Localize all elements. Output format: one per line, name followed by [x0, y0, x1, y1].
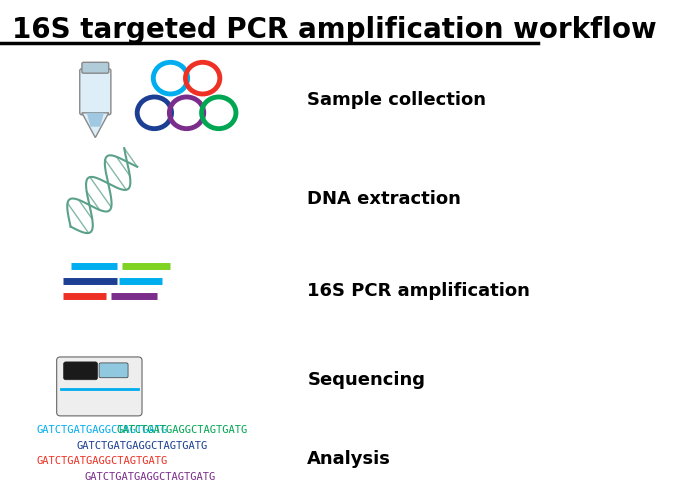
Text: GATCTGATGAGGCTAGTGATG: GATCTGATGAGGCTAGTGATG	[36, 457, 168, 467]
Text: Sample collection: Sample collection	[308, 92, 487, 110]
Text: DNA extraction: DNA extraction	[308, 190, 461, 209]
FancyBboxPatch shape	[64, 362, 98, 380]
Text: 16S targeted PCR amplification workflow: 16S targeted PCR amplification workflow	[12, 16, 657, 44]
Polygon shape	[87, 113, 104, 126]
Text: GATCTGATGAGGCTAGTGATG: GATCTGATGAGGCTAGTGATG	[85, 472, 216, 482]
FancyBboxPatch shape	[57, 357, 142, 416]
FancyBboxPatch shape	[80, 69, 111, 115]
FancyBboxPatch shape	[99, 363, 128, 378]
Text: 16S PCR amplification: 16S PCR amplification	[308, 282, 530, 300]
Text: Analysis: Analysis	[308, 451, 391, 469]
FancyBboxPatch shape	[82, 62, 109, 73]
Text: GATCTGATGAGGCTAGTGATG: GATCTGATGAGGCTAGTGATG	[36, 425, 168, 435]
Text: GATCTGATGAGGCTAGTGATG: GATCTGATGAGGCTAGTGATG	[117, 425, 248, 435]
Text: Sequencing: Sequencing	[308, 371, 425, 389]
Text: GATCTGATGAGGCTAGTGATG: GATCTGATGAGGCTAGTGATG	[77, 441, 208, 451]
Polygon shape	[82, 113, 109, 137]
